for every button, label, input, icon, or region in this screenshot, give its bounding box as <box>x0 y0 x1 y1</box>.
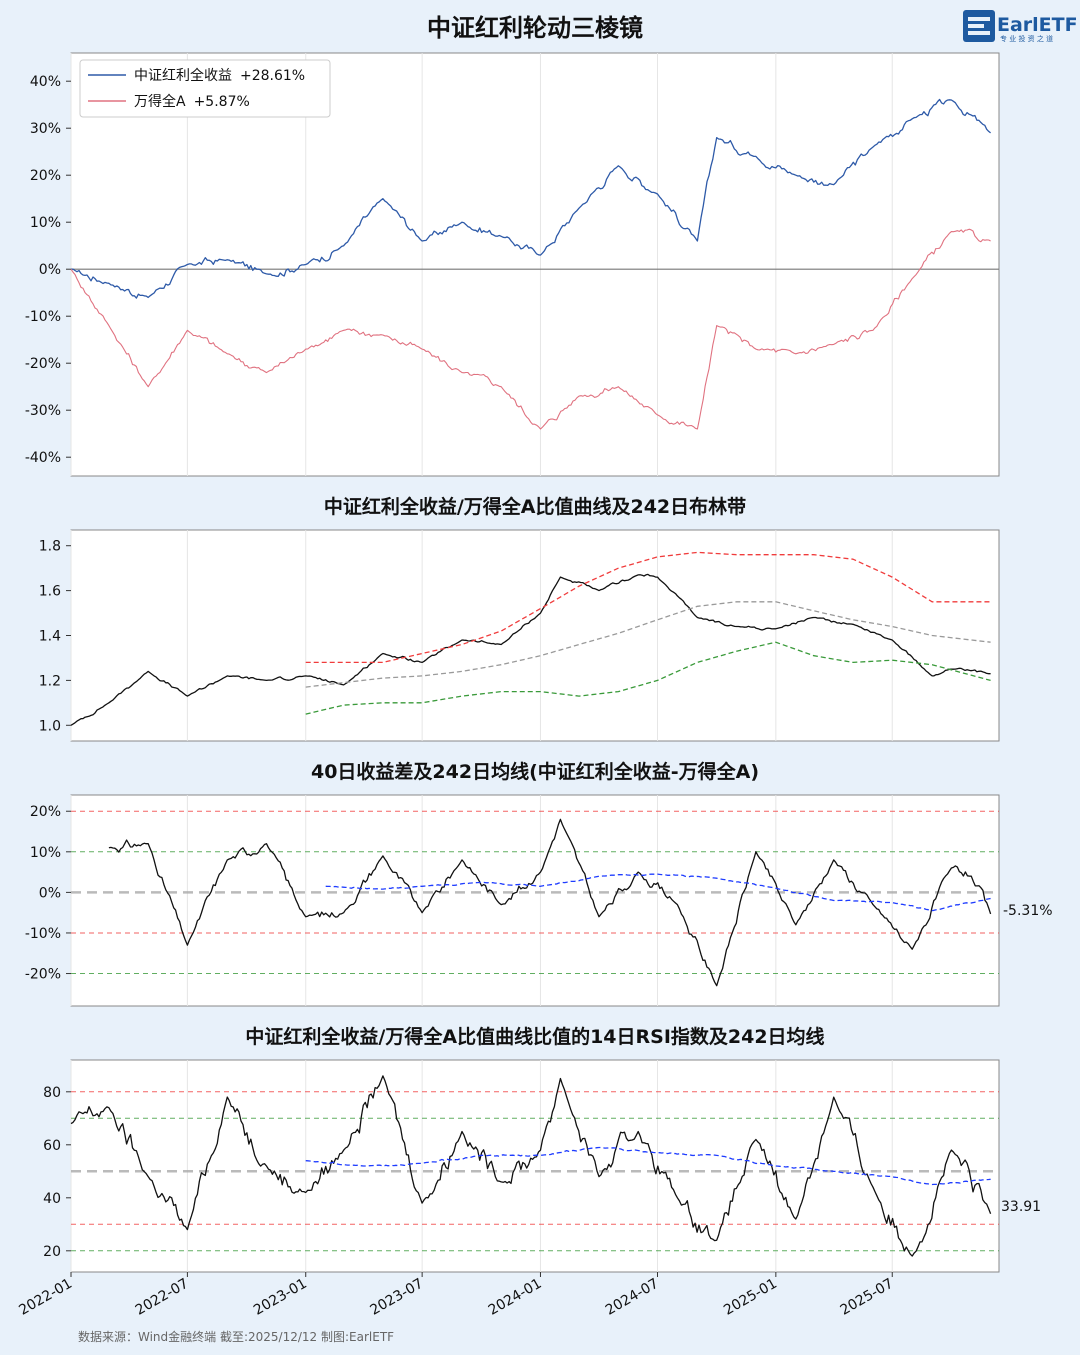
legend-value-csi-dividend: +28.61% <box>240 68 305 84</box>
panel-3-end-label: -5.31% <box>1003 903 1053 919</box>
legend-label-csi-dividend: 中证红利全收益 <box>134 67 232 84</box>
panel-4-title: 中证红利全收益/万得全A比值曲线比值的14日RSI指数及242日均线 <box>245 1025 824 1048</box>
bollinger-upper-line <box>305 551 991 664</box>
y-tick-label: 0% <box>39 885 61 901</box>
panel-2-frame <box>70 529 1000 742</box>
x-tick-label: 2025-07 <box>838 1276 897 1319</box>
x-axis-ticks: 2022-01 2022-07 2023-01 2023-07 2024-01 2024-… <box>16 1272 896 1319</box>
series-line-242d-ma <box>325 873 991 912</box>
panel-40d-spread: 20% 10% 0% -10% -20% -5.31% <box>25 794 1053 1007</box>
panel-1-frame <box>70 52 1000 477</box>
series-line-wind-all-a <box>70 228 991 430</box>
panel-4-end-label: 33.91 <box>1001 1199 1041 1215</box>
y-tick-label: -20% <box>25 356 61 372</box>
legend-value-wind-all-a: +5.87% <box>194 94 250 110</box>
series-line-rsi-242d-ma <box>305 1146 991 1186</box>
panel-4-series <box>70 1075 992 1257</box>
x-tick-label: 2023-01 <box>251 1276 310 1319</box>
x-tick-label: 2024-01 <box>486 1276 545 1319</box>
y-tick-label: 20 <box>43 1244 61 1260</box>
y-tick-label: -10% <box>25 309 61 325</box>
panel-4-reference-lines <box>71 1091 999 1252</box>
legend-entry-csi-dividend: 中证红利全收益 +28.61% <box>134 67 305 84</box>
panel-4-y-ticks: 80 60 40 20 <box>43 1085 71 1260</box>
y-tick-label: 10% <box>30 845 61 861</box>
x-tick-label: 2024-07 <box>603 1276 662 1319</box>
y-tick-label: 1.0 <box>39 718 61 734</box>
logo-subtitle: 专 业 投 资 之 道 <box>1000 34 1053 43</box>
panel-3-title: 40日收益差及242日均线(中证红利全收益-万得全A) <box>311 760 759 783</box>
panel-3-y-ticks: 20% 10% 0% -10% -20% <box>25 804 71 983</box>
y-tick-label: 1.4 <box>39 629 61 645</box>
y-tick-label: 1.8 <box>39 539 61 555</box>
bollinger-middle-line <box>305 601 991 688</box>
y-tick-label: -30% <box>25 403 61 419</box>
x-tick-label: 2023-07 <box>367 1276 426 1319</box>
y-tick-label: 1.2 <box>39 673 61 689</box>
panel-2-title: 中证红利全收益/万得全A比值曲线及242日布林带 <box>324 495 746 518</box>
series-line-40d-spread <box>108 818 992 987</box>
y-tick-label: 0% <box>39 262 61 278</box>
y-tick-label: 30% <box>30 121 61 137</box>
y-tick-label: -20% <box>25 967 61 983</box>
panel-3-reference-lines <box>71 810 999 975</box>
panel-1-series <box>70 98 992 430</box>
y-tick-label: -10% <box>25 926 61 942</box>
legend-box <box>79 59 331 118</box>
panel-cumulative-return: 40% 30% 20% 10% 0% -10% -20% -30% -40% 中证红利全收益 +2… <box>25 52 1000 477</box>
panel-rsi: 80 60 40 20 33.91 <box>43 1059 1041 1273</box>
legend-label-wind-all-a: 万得全A <box>134 93 186 110</box>
y-tick-label: 40 <box>43 1191 61 1207</box>
panel-4-grid <box>70 1060 893 1272</box>
logo-text: EarlETF <box>997 14 1078 36</box>
panel-ratio-bollinger: 1.8 1.6 1.4 1.2 1.0 <box>39 529 1000 742</box>
source-note: 数据来源：Wind金融终端 截至:2025/12/12 制图:EarlETF <box>78 1329 394 1344</box>
main-title: 中证红利轮动三棱镜 <box>427 14 643 42</box>
panel-4-frame <box>70 1059 1000 1273</box>
y-tick-label: 60 <box>43 1138 61 1154</box>
panel-2-series <box>70 551 991 726</box>
legend: 中证红利全收益 +28.61% 万得全A +5.87% <box>79 59 331 118</box>
x-tick-label: 2025-01 <box>721 1276 780 1319</box>
panel-1-y-ticks: 40% 30% 20% 10% 0% -10% -20% -30% -40% <box>25 74 71 466</box>
y-tick-label: 1.6 <box>39 584 61 600</box>
earletf-logo: EarlETF 专 业 投 资 之 道 <box>963 10 1078 43</box>
series-line-csi-dividend <box>70 98 992 299</box>
x-tick-label: 2022-01 <box>16 1276 75 1319</box>
panel-2-y-ticks: 1.8 1.6 1.4 1.2 1.0 <box>39 539 71 734</box>
y-tick-label: -40% <box>25 450 61 466</box>
y-tick-label: 80 <box>43 1085 61 1101</box>
series-line-ratio <box>70 573 991 726</box>
panel-3-grid <box>70 795 893 1006</box>
y-tick-label: 20% <box>30 804 61 820</box>
series-line-rsi <box>70 1075 992 1257</box>
panel-3-frame <box>70 794 1000 1007</box>
y-tick-label: 40% <box>30 74 61 90</box>
x-tick-label: 2022-07 <box>133 1276 192 1319</box>
y-tick-label: 10% <box>30 215 61 231</box>
y-tick-label: 20% <box>30 168 61 184</box>
panel-3-series <box>108 818 992 987</box>
legend-entry-wind-all-a: 万得全A +5.87% <box>134 93 250 110</box>
